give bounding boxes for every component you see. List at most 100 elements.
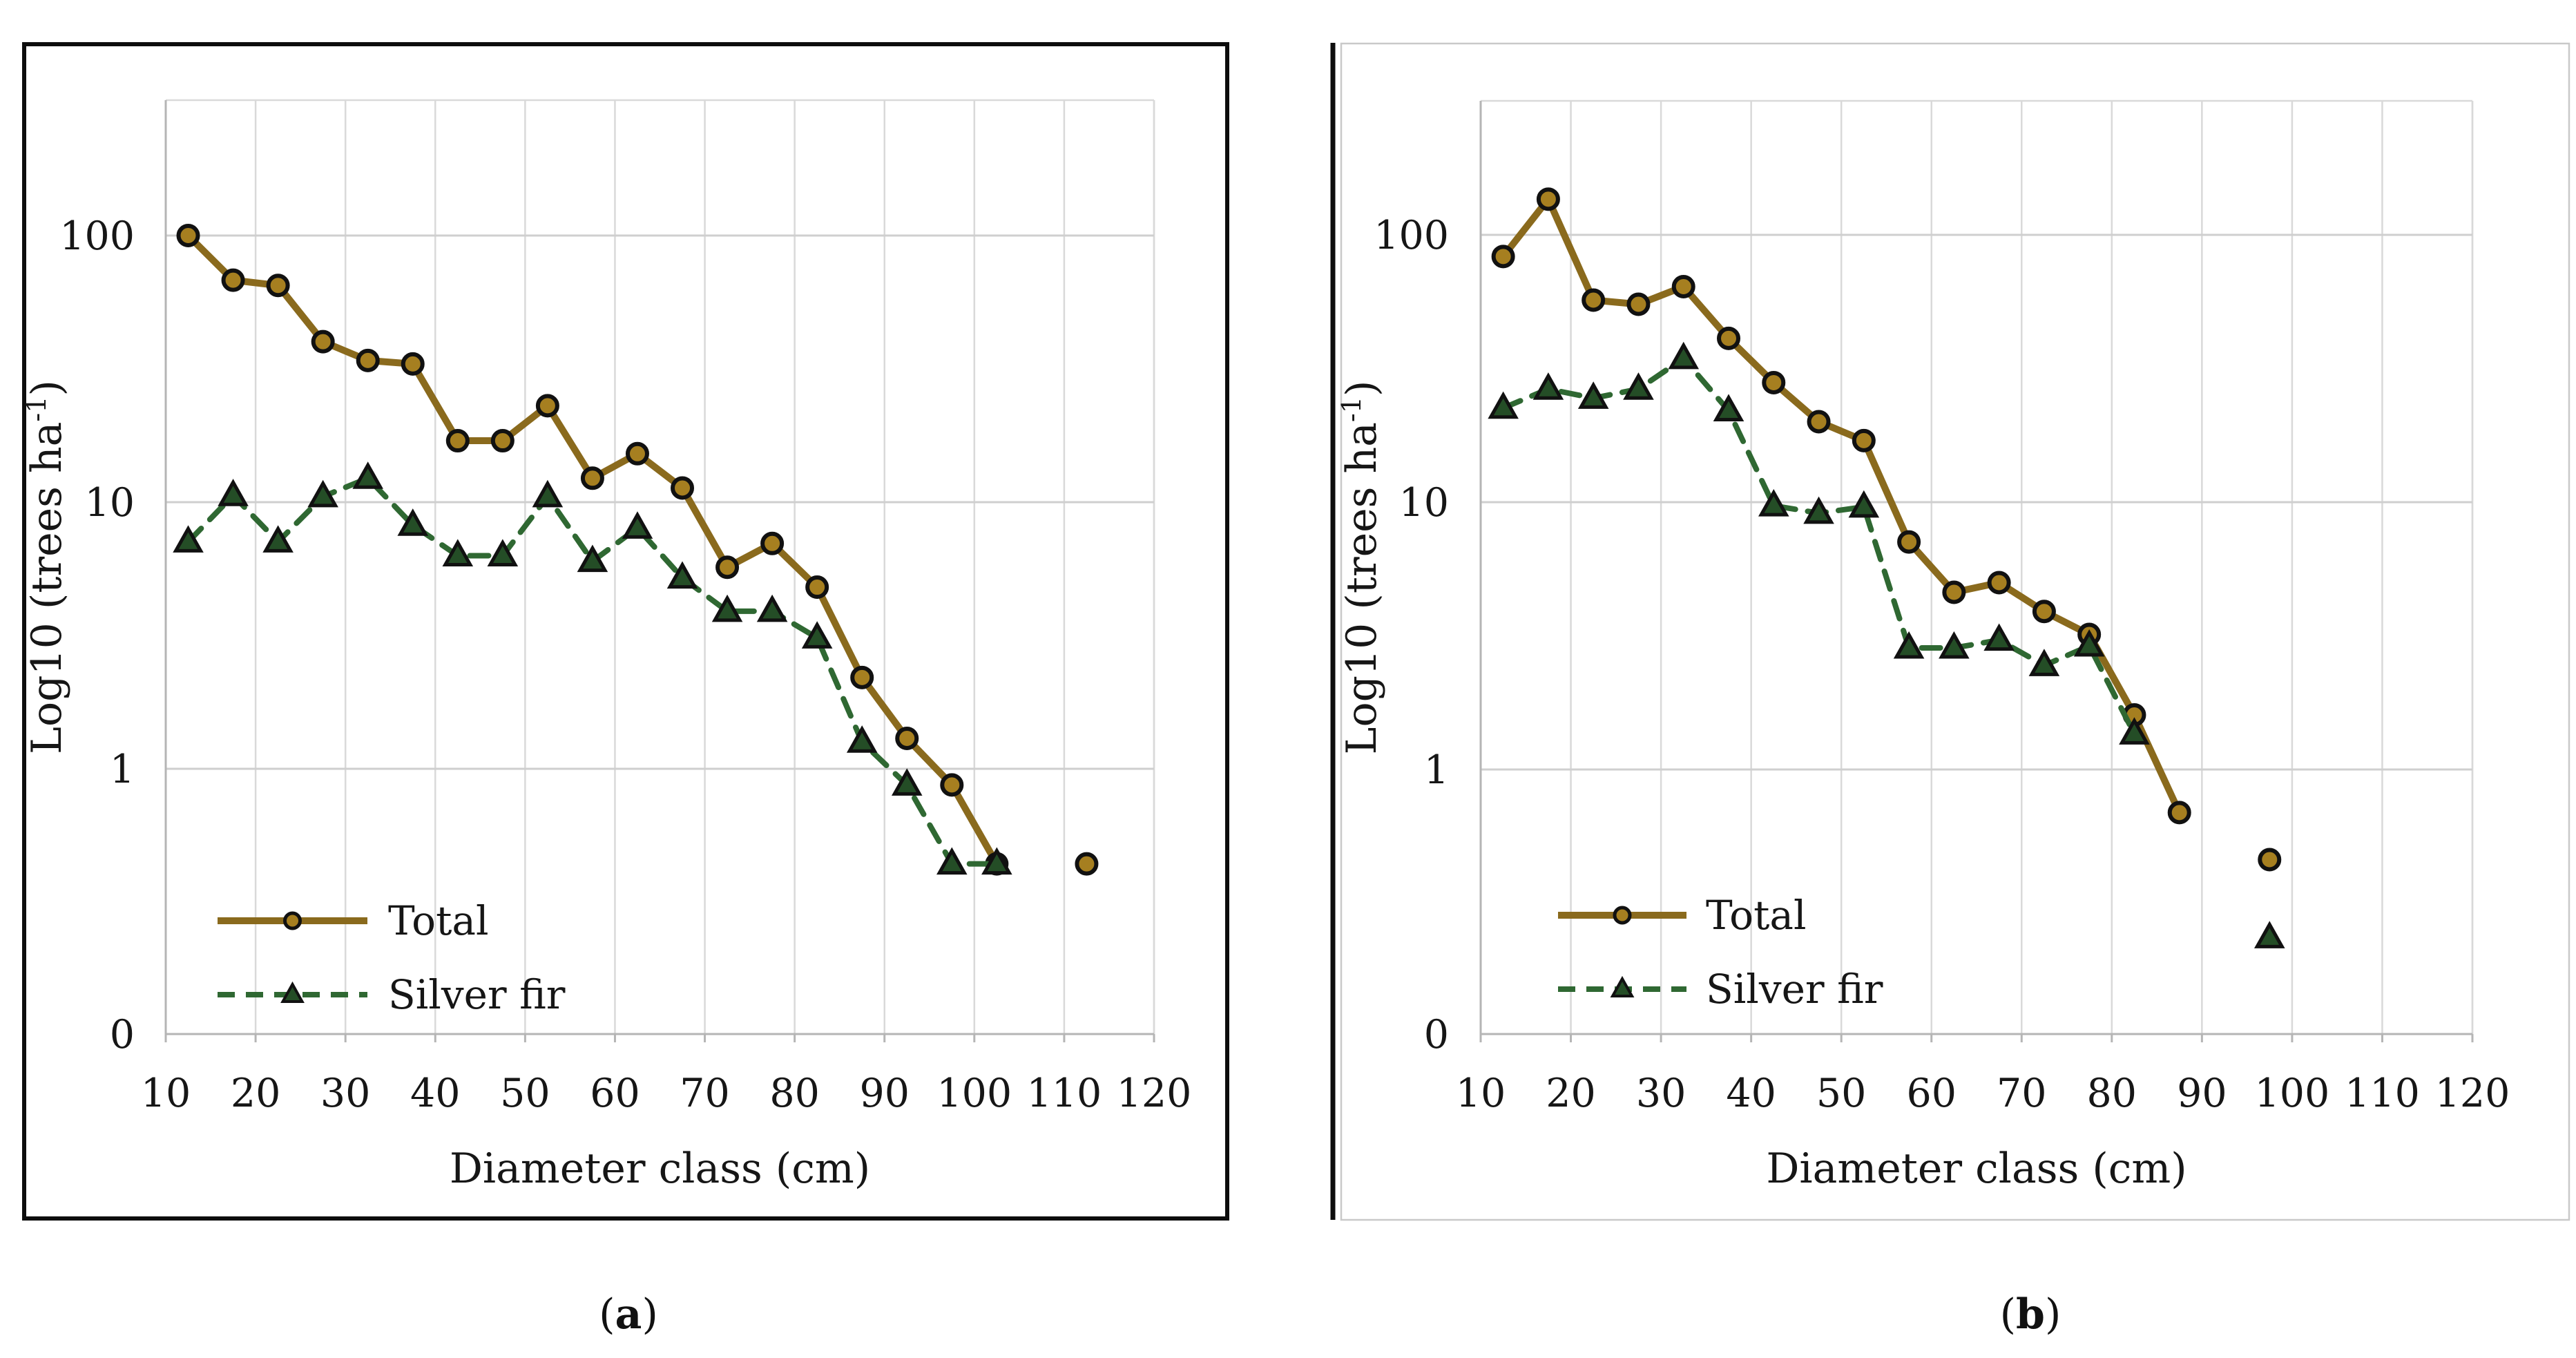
x-tick-label-b: 10 xyxy=(1456,1071,1506,1116)
data-point-total-a xyxy=(715,555,740,580)
data-point-silver-fir-a xyxy=(936,847,968,875)
data-point-total-b xyxy=(2258,848,2282,872)
series-line-silver-fir-a xyxy=(185,475,1000,867)
data-point-silver-fir-a xyxy=(891,768,923,796)
legend-marker-circle-b xyxy=(1613,906,1632,925)
x-tick-label-a: 70 xyxy=(680,1071,730,1116)
legend-marker-triangle-a xyxy=(280,981,305,1003)
data-point-total-a xyxy=(671,476,695,500)
data-point-total-a xyxy=(850,665,874,689)
legend-label-b: Total xyxy=(1706,892,1807,939)
x-tick-label-b: 40 xyxy=(1726,1071,1776,1116)
y-tick-label-b: 10 xyxy=(1398,480,1449,526)
data-point-silver-fir-a xyxy=(173,525,204,553)
data-point-total-a xyxy=(895,727,919,751)
data-point-silver-fir-a xyxy=(442,539,474,566)
data-point-total-a xyxy=(535,394,559,418)
x-tick-label-a: 60 xyxy=(590,1071,640,1116)
panel-a-border xyxy=(22,42,1229,1221)
x-tick-label-b: 30 xyxy=(1636,1071,1686,1116)
y-tick-label-b: 1 xyxy=(1424,747,1449,793)
caption-panel-b: (b) xyxy=(1999,1290,2061,1339)
data-point-silver-fir-a xyxy=(756,594,788,622)
x-tick-label-a: 40 xyxy=(410,1071,461,1116)
data-point-silver-fir-a xyxy=(307,479,338,508)
data-point-total-a xyxy=(401,352,425,376)
x-tick-label-b: 50 xyxy=(1816,1071,1867,1116)
x-axis-title-a: Diameter class (cm) xyxy=(450,1145,870,1193)
x-tick-label-a: 50 xyxy=(500,1071,550,1116)
x-tick-label-a: 100 xyxy=(936,1071,1012,1116)
data-point-total-b xyxy=(1987,571,2011,595)
data-point-silver-fir-a xyxy=(711,594,743,622)
x-tick-label-a: 30 xyxy=(320,1071,371,1116)
data-point-silver-fir-b xyxy=(1488,391,1519,419)
data-point-total-b xyxy=(1807,410,1831,434)
data-point-silver-fir-a xyxy=(846,725,878,753)
data-point-silver-fir-a xyxy=(981,847,1012,875)
y-tick-label-a: 1 xyxy=(110,747,135,792)
data-point-total-b xyxy=(1942,580,1966,604)
data-point-silver-fir-a xyxy=(666,561,698,589)
legend-label-a: Total xyxy=(388,897,489,944)
series-line-total-b xyxy=(1499,195,2183,816)
data-point-total-b xyxy=(1671,275,1695,299)
data-point-silver-fir-b xyxy=(1532,372,1564,400)
data-point-total-b xyxy=(1717,326,1740,350)
x-tick-label-a: 120 xyxy=(1117,1071,1192,1116)
x-tick-label-a: 10 xyxy=(141,1071,191,1116)
data-point-total-a xyxy=(580,466,604,490)
data-point-silver-fir-a xyxy=(622,511,653,539)
data-point-silver-fir-a xyxy=(577,544,608,573)
data-point-silver-fir-a xyxy=(262,525,294,553)
x-tick-label-b: 120 xyxy=(2435,1071,2510,1116)
legend-marker-circle-a xyxy=(283,911,302,930)
panel-b-border xyxy=(1340,42,2570,1221)
data-point-total-a xyxy=(940,773,964,797)
data-point-silver-fir-b xyxy=(1668,341,1700,370)
data-point-total-b xyxy=(1491,245,1515,269)
data-point-total-b xyxy=(1852,428,1876,452)
x-tick-label-b: 90 xyxy=(2177,1071,2227,1116)
data-point-silver-fir-b xyxy=(2119,717,2150,745)
data-point-total-b xyxy=(2167,801,2191,825)
x-tick-label-a: 110 xyxy=(1027,1071,1102,1116)
data-point-total-a xyxy=(805,575,829,600)
data-point-silver-fir-b xyxy=(1713,394,1744,421)
data-point-silver-fir-a xyxy=(397,508,429,536)
y-tick-label-b: 100 xyxy=(1374,213,1449,258)
data-point-silver-fir-a xyxy=(487,539,519,566)
data-point-silver-fir-a xyxy=(532,479,564,508)
data-point-silver-fir-b xyxy=(2073,629,2105,657)
data-point-total-b xyxy=(2032,600,2056,624)
data-point-total-a xyxy=(311,329,335,354)
data-point-total-b xyxy=(1897,530,1921,554)
data-point-silver-fir-b xyxy=(1803,496,1834,524)
data-point-total-a xyxy=(221,268,245,292)
x-tick-label-b: 100 xyxy=(2255,1071,2330,1116)
x-tick-label-b: 70 xyxy=(1997,1071,2047,1116)
data-point-silver-fir-b xyxy=(2028,649,2060,676)
y-tick-label-a: 0 xyxy=(110,1012,135,1058)
data-point-silver-fir-b xyxy=(1623,372,1654,400)
data-point-silver-fir-b xyxy=(1983,623,2015,651)
y-tick-label-a: 100 xyxy=(59,213,135,259)
data-point-total-a xyxy=(490,429,515,453)
data-point-total-b xyxy=(1626,292,1651,316)
x-tick-label-a: 20 xyxy=(231,1071,281,1116)
x-tick-label-b: 20 xyxy=(1546,1071,1596,1116)
data-point-total-a xyxy=(760,531,785,555)
data-point-silver-fir-a xyxy=(352,461,383,489)
x-axis-title-b: Diameter class (cm) xyxy=(1766,1145,2186,1193)
data-point-silver-fir-b xyxy=(1577,381,1609,409)
data-point-total-a xyxy=(176,224,200,247)
x-tick-label-b: 80 xyxy=(2087,1071,2137,1116)
data-point-silver-fir-b xyxy=(1848,490,1880,518)
data-point-silver-fir-a xyxy=(801,621,833,649)
data-point-silver-fir-b xyxy=(1939,631,1970,659)
y-tick-label-a: 10 xyxy=(84,480,135,526)
data-point-total-a xyxy=(1075,852,1099,876)
legend-label-a: Silver fir xyxy=(388,971,566,1018)
data-point-total-b xyxy=(1536,187,1560,211)
